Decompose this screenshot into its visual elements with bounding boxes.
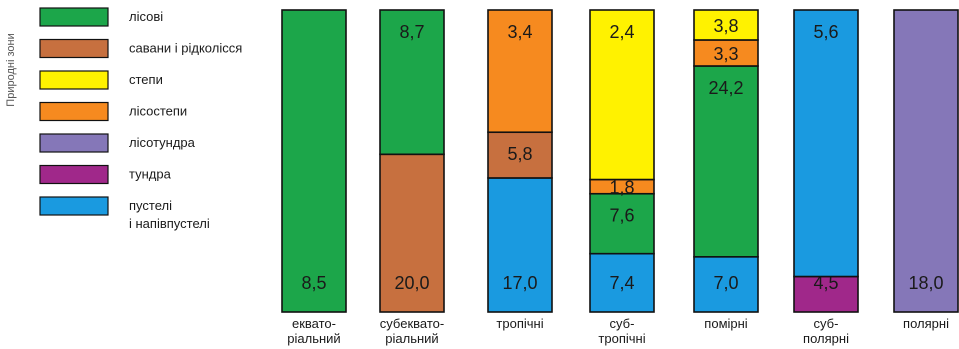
y-axis-label: Природні зони bbox=[5, 33, 17, 106]
legend-swatch-savanna bbox=[39, 38, 109, 59]
bar-value-label: 7,6 bbox=[609, 206, 634, 226]
category-label: помірні bbox=[704, 316, 748, 331]
category-label: суб- bbox=[610, 316, 635, 331]
legend-swatch-forest_steppe bbox=[39, 101, 109, 122]
category-label: тропічні bbox=[496, 316, 543, 331]
category-labels: еквато-ріальнийсубеквато-ріальнийтропічн… bbox=[287, 316, 949, 346]
bar-segment-6-tundra bbox=[793, 275, 859, 313]
category-label: полярні bbox=[803, 331, 849, 346]
legend-label-desert: пустелі bbox=[129, 198, 172, 213]
bar-segment-2-forest bbox=[379, 9, 445, 156]
bar-value-label: 7,4 bbox=[609, 273, 634, 293]
bar-segment-5-desert bbox=[693, 256, 759, 313]
legend-label-forest_tundra: лісотундра bbox=[129, 135, 196, 150]
category-label: ріальний bbox=[287, 331, 340, 346]
bar-segment-1-forest bbox=[281, 9, 347, 313]
legend-label-forest_steppe: лісостепи bbox=[129, 104, 187, 119]
legend-label-tundra: тундра bbox=[129, 167, 172, 182]
legend-label-savanna: савани і рідколісся bbox=[129, 41, 242, 56]
bar-value-label: 8,7 bbox=[399, 22, 424, 42]
legend: лісові савани і рідколісся степи лісостепи л… bbox=[39, 7, 242, 231]
bar-segment-7-forest_tundra bbox=[893, 9, 959, 313]
legend-swatch-forest_tundra bbox=[39, 133, 109, 153]
bar-value-label: 24,2 bbox=[708, 78, 743, 98]
legend-label-steppe: степи bbox=[129, 72, 163, 87]
bar-segment-4-forest bbox=[589, 192, 655, 255]
bar-value-label: 5,8 bbox=[507, 144, 532, 164]
bar-value-label: 3,3 bbox=[713, 44, 738, 64]
legend-swatch-tundra bbox=[39, 164, 109, 185]
category-label: ріальний bbox=[385, 331, 438, 346]
bar-value-label: 8,5 bbox=[301, 273, 326, 293]
legend-swatch-desert bbox=[39, 196, 109, 216]
category-label: суб- bbox=[814, 316, 839, 331]
bar-value-label: 18,0 bbox=[908, 273, 943, 293]
bar-value-label: 7,0 bbox=[713, 273, 738, 293]
bar-segment-3-savanna bbox=[487, 131, 553, 179]
bar-value-label: 3,8 bbox=[713, 16, 738, 36]
bars: 8,5 20,0 8,7 17,0 5,8 3,4 7,4 7,6 1,8 2,4 7,0 24,2 3… bbox=[281, 9, 959, 313]
bar-segment-5-steppe bbox=[693, 9, 759, 41]
bar-value-label: 4,5 bbox=[813, 273, 838, 293]
bar-segment-2-savanna bbox=[379, 153, 445, 313]
bar-value-label: 1,8 bbox=[609, 178, 634, 198]
bar-segment-5-forest_steppe bbox=[693, 39, 759, 67]
legend-label-forest: лісові bbox=[129, 9, 163, 24]
bar-segment-6-desert bbox=[793, 9, 859, 278]
bar-value-label: 17,0 bbox=[502, 273, 537, 293]
bar-segment-4-steppe bbox=[589, 9, 655, 181]
bar-value-label: 5,6 bbox=[813, 22, 838, 42]
bar-value-label: 3,4 bbox=[507, 22, 532, 42]
category-label: еквато- bbox=[292, 316, 336, 331]
legend-swatch-forest bbox=[39, 7, 109, 27]
bar-segment-3-forest_steppe bbox=[487, 9, 553, 134]
category-label: субеквато- bbox=[380, 316, 444, 331]
legend-swatch-steppe bbox=[39, 70, 109, 90]
bar-value-label: 2,4 bbox=[609, 22, 634, 42]
legend-label-desert: і напівпустелі bbox=[129, 216, 210, 231]
category-label: тропічні bbox=[598, 331, 645, 346]
bar-segment-4-desert bbox=[589, 252, 655, 313]
bar-value-label: 20,0 bbox=[394, 273, 429, 293]
category-label: полярні bbox=[903, 316, 949, 331]
